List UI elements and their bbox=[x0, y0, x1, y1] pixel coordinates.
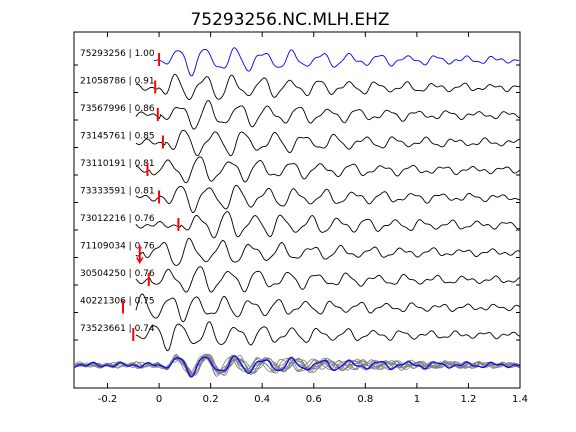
x-tick-label: -0.2 bbox=[98, 394, 118, 405]
trace-line bbox=[135, 266, 520, 293]
trace-line bbox=[153, 47, 519, 77]
trace-label: 21058786 | 0.91 bbox=[80, 77, 155, 87]
trace-label: 73110191 | 0.81 bbox=[80, 159, 155, 169]
trace-label: 73145761 | 0.85 bbox=[80, 132, 155, 142]
x-tick-label: 0.4 bbox=[254, 394, 270, 405]
trace-label: 30504250 | 0.76 bbox=[80, 269, 155, 279]
trace-line bbox=[135, 211, 520, 239]
trace-line bbox=[135, 321, 520, 352]
trace-label: 73523661 | 0.74 bbox=[80, 324, 155, 334]
x-tick-label: 0.8 bbox=[357, 394, 373, 405]
trace-label: 73333591 | 0.81 bbox=[80, 187, 155, 197]
trace-line bbox=[135, 184, 520, 213]
stack-reference-line bbox=[73, 355, 520, 378]
trace-line bbox=[135, 100, 520, 130]
trace-line bbox=[135, 156, 520, 184]
stack-trace-line bbox=[73, 354, 520, 376]
trace-label: 75293256 | 1.00 bbox=[80, 49, 155, 59]
trace-label: 73012216 | 0.76 bbox=[80, 214, 155, 224]
axes-box bbox=[73, 31, 521, 389]
x-tick-label: 1.2 bbox=[460, 394, 476, 405]
x-tick-label: 1.4 bbox=[512, 394, 528, 405]
pick-arrow bbox=[136, 257, 144, 264]
x-axis: -0.2 0 0.2 0.4 0.6 0.8 1 1.2 1.4 bbox=[98, 32, 528, 405]
trace-line bbox=[135, 293, 520, 323]
trace-label: 73567996 | 0.86 bbox=[80, 104, 155, 114]
stack-group bbox=[73, 353, 520, 378]
trace-line bbox=[135, 129, 520, 157]
trace-line bbox=[135, 73, 520, 100]
trace-label: 71109034 | 0.76 bbox=[80, 242, 155, 252]
traces-group: 75293256 | 1.00 21058786 | 0.91 73567996 |… bbox=[74, 47, 520, 352]
x-tick-label: 1 bbox=[414, 394, 420, 405]
plot-area: 75293256 | 1.00 21058786 | 0.91 73567996 |… bbox=[73, 31, 521, 389]
trace-line bbox=[135, 237, 520, 266]
chart-title: 75293256.NC.MLH.EHZ bbox=[190, 10, 389, 30]
x-tick-label: 0 bbox=[156, 394, 162, 405]
trace-label: 40221306 | 0.75 bbox=[80, 297, 155, 307]
x-tick-label: 0.2 bbox=[203, 394, 219, 405]
x-tick-label: 0.6 bbox=[306, 394, 322, 405]
